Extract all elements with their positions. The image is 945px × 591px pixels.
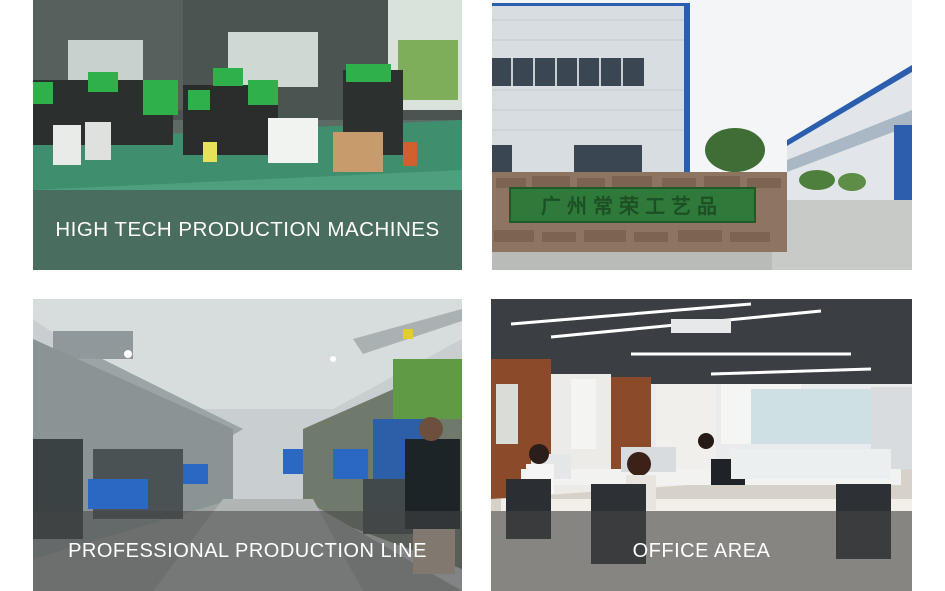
sign-lettering: 广州常荣工艺品 (541, 194, 723, 218)
photo-tile-production-line: PROFESSIONAL PRODUCTION LINE (33, 299, 462, 591)
caption-band: HIGH TECH PRODUCTION MACHINES (33, 190, 462, 270)
tile-caption: PROFESSIONAL PRODUCTION LINE (68, 539, 427, 562)
caption-band: OFFICE AREA (491, 511, 912, 591)
photo-tile-office-area: OFFICE AREA (491, 299, 912, 591)
photo-tile-production-machines: HIGH TECH PRODUCTION MACHINES (33, 0, 462, 270)
tile-caption: OFFICE AREA (632, 539, 771, 562)
photo-tile-factory-exterior: 广州常荣工艺品 (492, 0, 912, 270)
factory-exterior-photo: 广州常荣工艺品 (492, 0, 912, 270)
caption-band: PROFESSIONAL PRODUCTION LINE (33, 511, 462, 591)
tile-caption: HIGH TECH PRODUCTION MACHINES (55, 218, 440, 241)
